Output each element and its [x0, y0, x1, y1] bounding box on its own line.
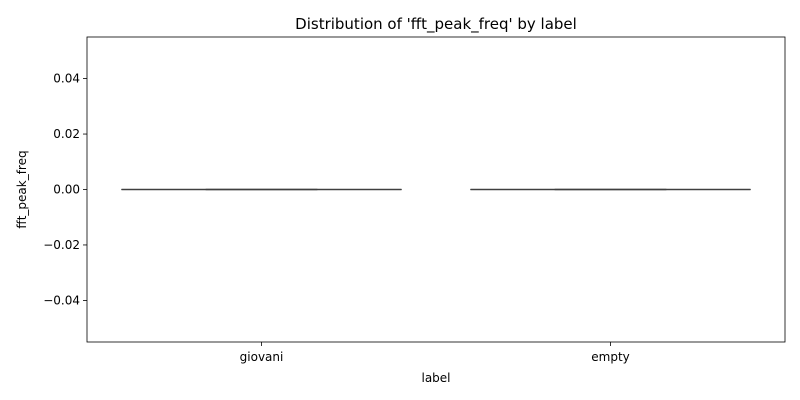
- y-tick-label: −0.02: [43, 238, 80, 252]
- x-tick-label: empty: [591, 350, 630, 364]
- chart-title: Distribution of 'fft_peak_freq' by label: [295, 15, 577, 34]
- y-axis-label: fft_peak_freq: [15, 150, 29, 228]
- y-tick-label: 0.02: [53, 127, 80, 141]
- x-axis: giovani empty: [240, 342, 630, 364]
- x-tick-label: giovani: [240, 350, 284, 364]
- y-tick-label: −0.04: [43, 293, 80, 307]
- y-axis: −0.04 −0.02 0.00 0.02 0.04: [43, 72, 87, 307]
- x-axis-label: label: [421, 371, 450, 385]
- y-tick-label: 0.00: [53, 183, 80, 197]
- y-tick-label: 0.04: [53, 72, 80, 86]
